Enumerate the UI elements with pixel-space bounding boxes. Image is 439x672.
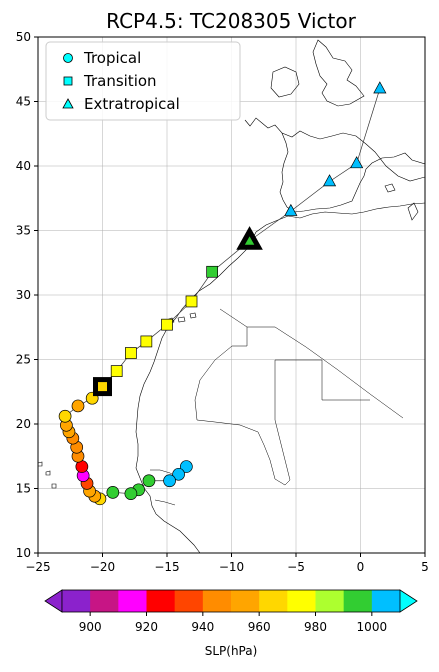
y-axis: 10 15 20 25 30 35 40 45 50 xyxy=(16,30,38,560)
tropical-point xyxy=(180,460,193,473)
legend-circle-icon xyxy=(63,53,73,63)
colorbar-extend-high xyxy=(399,589,418,613)
colorbar-tick-label: 900 xyxy=(79,620,102,634)
tropical-point xyxy=(58,409,72,423)
x-axis: −25 −20 −15 −10 −5 0 5 xyxy=(25,553,429,574)
coastline-west-africa xyxy=(135,231,257,553)
colorbar-segment xyxy=(202,590,232,612)
legend-label: Tropical xyxy=(83,49,141,67)
transition-point xyxy=(161,318,173,331)
extratropical-point xyxy=(284,203,298,216)
legend-square-icon xyxy=(63,76,73,86)
tropical-point xyxy=(71,399,85,413)
colorbar-label: SLP(hPa) xyxy=(205,644,258,658)
colorbar-tick-label: 940 xyxy=(191,620,214,634)
transition-point xyxy=(185,295,198,308)
legend-label: Extratropical xyxy=(84,95,180,113)
tropical-point xyxy=(163,474,176,488)
track-line xyxy=(64,88,381,500)
colorbar-segment xyxy=(118,590,147,612)
y-tick-label: 50 xyxy=(16,30,31,44)
transition-point xyxy=(125,347,137,359)
coastline-europe xyxy=(244,117,425,182)
colorbar-tick-label: 960 xyxy=(248,620,271,634)
colorbar-frame xyxy=(61,589,401,613)
transition-point xyxy=(93,377,112,397)
track-markers xyxy=(58,81,387,506)
coastline-mediterranean-islands xyxy=(384,183,419,221)
coastline-map xyxy=(38,39,425,553)
x-tick-label: −10 xyxy=(219,560,244,574)
tropical-point xyxy=(142,474,156,488)
legend-entry-extratropical: Extratropical xyxy=(62,95,180,113)
transition-point xyxy=(140,335,153,348)
transition-point xyxy=(110,365,123,377)
y-tick-label: 10 xyxy=(16,546,31,560)
colorbar-segment xyxy=(146,590,176,612)
tropical-point xyxy=(172,467,185,481)
coastline-iberia xyxy=(279,132,425,213)
y-tick-label: 35 xyxy=(16,224,31,238)
colorbar-segment xyxy=(287,590,316,612)
legend-label: Transition xyxy=(83,72,157,90)
x-tick-label: 5 xyxy=(421,560,429,574)
y-tick-label: 40 xyxy=(16,159,31,173)
chart-title: RCP4.5: TC208305 Victor xyxy=(106,9,356,33)
colorbar: 900 920 940 960 980 1000 xyxy=(44,589,418,634)
tropical-point xyxy=(124,487,138,501)
colorbar-extend-low xyxy=(44,589,63,613)
x-tick-label: −15 xyxy=(154,560,179,574)
legend-triangle-icon xyxy=(62,98,74,109)
extratropical-point xyxy=(373,81,387,94)
colorbar-segment xyxy=(62,590,91,612)
colorbar-segment xyxy=(231,590,260,612)
colorbar-segment xyxy=(259,590,288,612)
coastline-north-africa xyxy=(255,202,425,233)
coastline-cape-verde xyxy=(38,461,57,489)
colorbar-segment xyxy=(90,590,119,612)
colorbar-tick-label: 1000 xyxy=(357,620,388,634)
y-tick-label: 20 xyxy=(16,417,31,431)
colorbar-tick-label: 980 xyxy=(304,620,327,634)
colorbar-segment xyxy=(371,590,401,612)
coastline-uk xyxy=(312,39,365,107)
y-tick-label: 25 xyxy=(16,353,31,367)
legend: Tropical Transition Extratropical xyxy=(45,41,241,121)
y-tick-label: 30 xyxy=(16,288,31,302)
extratropical-point xyxy=(322,174,337,187)
legend-entry-tropical: Tropical xyxy=(63,49,141,67)
x-tick-label: 0 xyxy=(357,560,365,574)
x-tick-label: −5 xyxy=(287,560,305,574)
coastline-ireland xyxy=(270,66,300,98)
colorbar-segment xyxy=(343,590,373,612)
extratropical-point xyxy=(350,156,364,169)
legend-entry-transition: Transition xyxy=(63,72,157,90)
colorbar-tick-label: 920 xyxy=(135,620,158,634)
tropical-point xyxy=(106,486,120,499)
colorbar-segment xyxy=(174,590,204,612)
track-path xyxy=(64,88,381,500)
colorbar-segment xyxy=(315,590,345,612)
x-tick-label: −20 xyxy=(90,560,115,574)
y-tick-label: 15 xyxy=(16,482,31,496)
political-borders xyxy=(150,308,404,506)
y-tick-label: 45 xyxy=(16,95,31,109)
extratropical-point xyxy=(236,226,263,250)
x-tick-label: −25 xyxy=(25,560,50,574)
transition-point xyxy=(206,265,218,278)
